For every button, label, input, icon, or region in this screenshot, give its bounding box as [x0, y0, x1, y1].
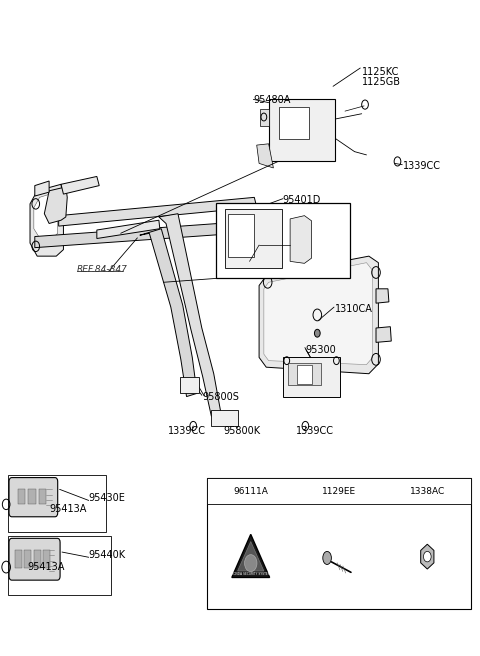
Bar [18, 489, 25, 504]
Bar [211, 409, 238, 426]
Polygon shape [420, 544, 434, 569]
Polygon shape [140, 229, 197, 397]
Text: 95800S: 95800S [203, 392, 240, 402]
Bar [24, 550, 31, 568]
FancyBboxPatch shape [9, 539, 60, 580]
Text: 1339CC: 1339CC [296, 426, 334, 436]
Text: 95413A: 95413A [28, 562, 65, 572]
Bar [8, 536, 111, 594]
Text: 1339CC: 1339CC [403, 161, 441, 171]
Text: 95480A: 95480A [253, 95, 291, 105]
Text: 1125GB: 1125GB [362, 77, 401, 87]
Bar [288, 363, 321, 386]
Circle shape [244, 555, 257, 571]
Bar [8, 475, 106, 533]
Bar [297, 365, 312, 384]
Bar [43, 550, 49, 568]
Text: 95430E: 95430E [89, 493, 126, 502]
Text: HONDA SECURITY SYSTEM: HONDA SECURITY SYSTEM [231, 572, 270, 576]
Polygon shape [276, 249, 309, 270]
Bar [228, 215, 254, 256]
Polygon shape [232, 535, 270, 577]
Text: 95440K: 95440K [89, 550, 126, 560]
Polygon shape [159, 214, 221, 416]
Bar [38, 489, 46, 504]
Text: 1125KC: 1125KC [362, 67, 399, 77]
Text: 95401D: 95401D [282, 195, 320, 205]
Polygon shape [238, 542, 264, 571]
Bar [283, 358, 340, 397]
Bar [15, 550, 22, 568]
Text: 95300: 95300 [305, 345, 336, 355]
Polygon shape [34, 192, 58, 238]
Bar [279, 107, 309, 138]
Polygon shape [30, 184, 63, 256]
Polygon shape [44, 187, 67, 224]
Polygon shape [259, 256, 378, 374]
Polygon shape [264, 262, 372, 365]
Text: 95413A: 95413A [49, 504, 86, 514]
Ellipse shape [323, 552, 331, 564]
Bar [206, 478, 471, 504]
Bar [269, 99, 336, 161]
Text: 95800K: 95800K [224, 426, 261, 436]
Polygon shape [376, 289, 389, 303]
Polygon shape [59, 197, 257, 226]
Polygon shape [290, 216, 312, 263]
Bar [216, 203, 350, 277]
Text: 1338AC: 1338AC [410, 487, 445, 496]
Polygon shape [35, 181, 49, 196]
Bar [225, 209, 282, 268]
Text: 96111A: 96111A [233, 487, 268, 496]
FancyBboxPatch shape [9, 478, 58, 517]
Polygon shape [97, 220, 160, 239]
Bar [180, 377, 199, 394]
Circle shape [314, 329, 320, 337]
Text: REF.84-847: REF.84-847 [77, 264, 128, 274]
Polygon shape [257, 144, 274, 168]
Bar [206, 478, 471, 609]
Bar [28, 489, 36, 504]
Circle shape [423, 552, 431, 562]
Polygon shape [376, 327, 391, 342]
Text: 1310CA: 1310CA [335, 304, 372, 314]
Bar [34, 550, 40, 568]
Polygon shape [61, 176, 99, 194]
Text: 1129EE: 1129EE [322, 487, 356, 496]
Text: 1339CC: 1339CC [168, 426, 205, 436]
Polygon shape [35, 220, 266, 248]
Polygon shape [260, 109, 269, 125]
